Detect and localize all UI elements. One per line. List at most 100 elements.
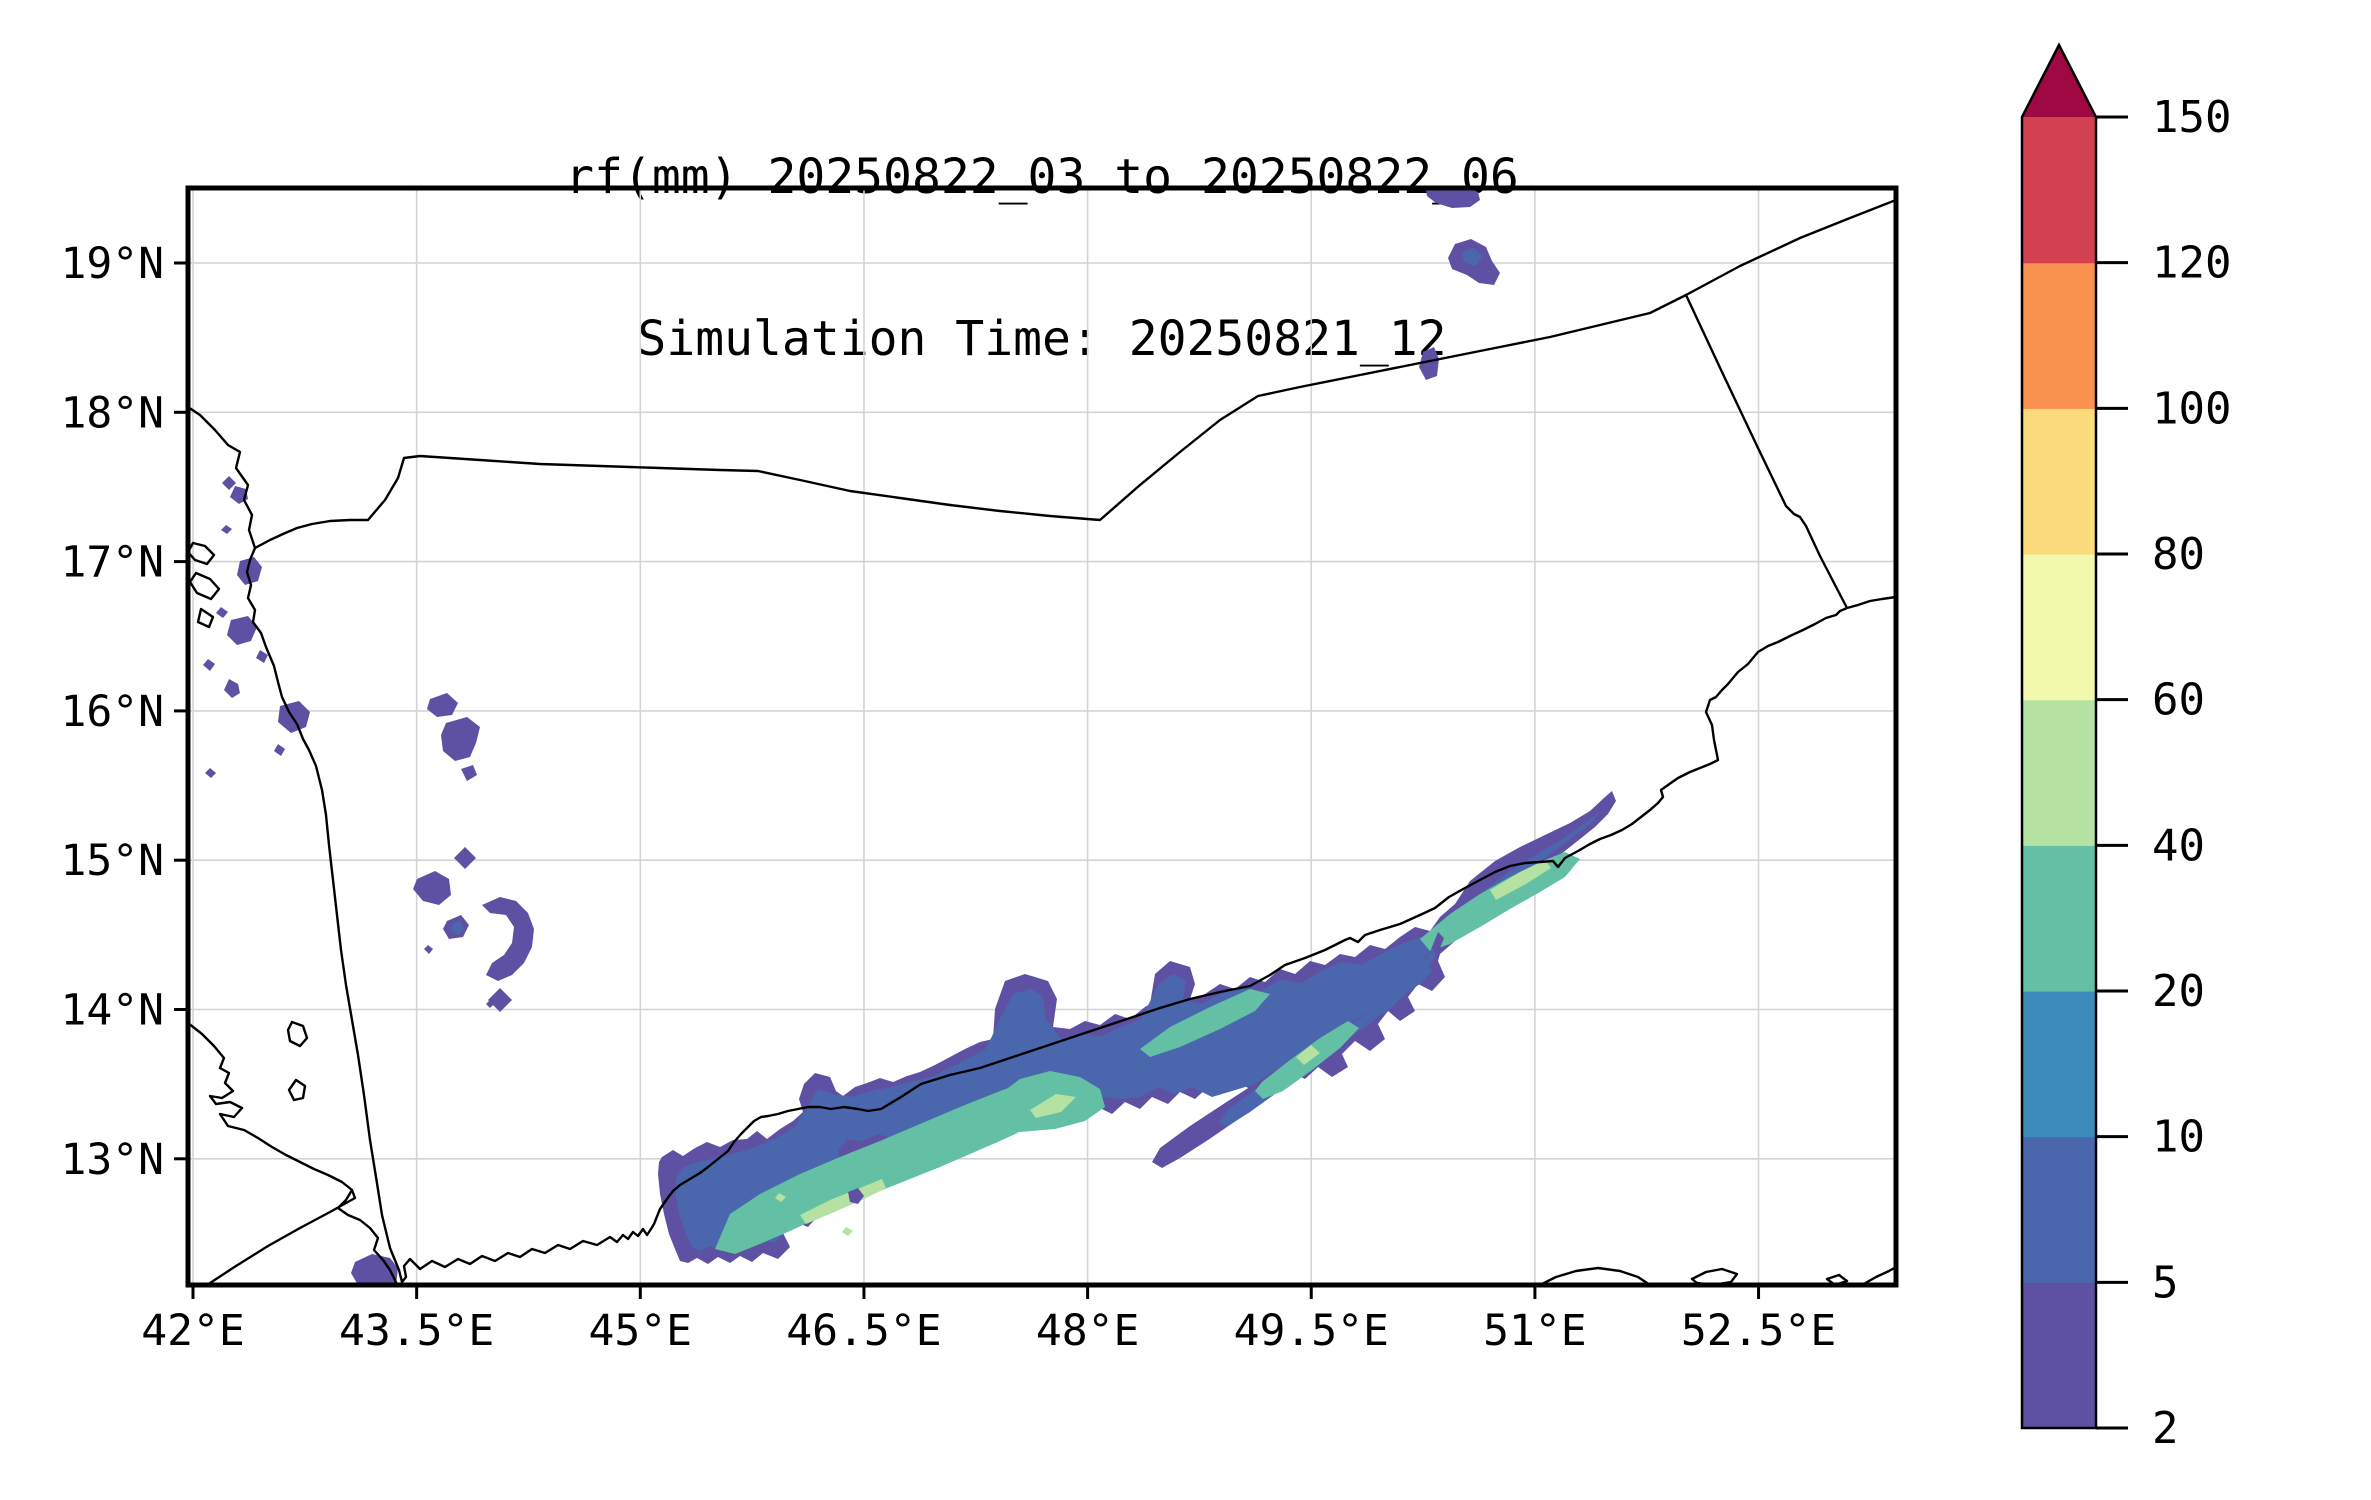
rain-patch-cluster-c-diamond-5 [488,988,512,1012]
rain-patch-band-green-sw [800,1179,886,1224]
farasan-island-2 [188,571,221,601]
rain-patch-redsea-cell-12 [205,768,216,778]
rain-patch-north-blob-top-edge [1426,188,1480,208]
chart-subtitle: Simulation Time: 20250821_12 [637,311,1447,367]
rain-patch-african-coast-cell [351,1254,398,1285]
y-tick-label: 13°N [60,1135,164,1185]
rain-patch-tiny-speck [486,1001,494,1008]
colorbar-segment [2022,1136,2096,1283]
african-border [205,1188,357,1285]
rain-patch-midwest-cell-1 [427,693,458,717]
colorbar-over-arrow [2022,45,2096,117]
rain-patch-band-teal-sw [715,1077,1075,1254]
rain-patch-band-teal-ne [1420,852,1580,951]
african-coastline [188,1021,399,1285]
colorbar-tick-label: 100 [2152,383,2231,434]
corner-coast [1860,1265,1896,1285]
grid-lines [188,188,1896,1285]
chart-title: rf(mm) 20250822_03 to 20250822_06 [565,149,1519,205]
rain-patch-main-band-5mm [676,812,1600,1251]
colorbar-tick-label: 120 [2152,238,2231,289]
rain-patch-midwest-cell-3 [461,765,477,781]
rainfall-patches [203,188,1616,1285]
hanish-island-2 [287,1078,307,1102]
colorbar-segment [2022,408,2096,555]
rain-patch-redsea-cell-5 [216,607,228,618]
rain-patch-offshore-arm-green [1296,1045,1320,1065]
saudi-oman-border [1684,198,1896,297]
colorbar-segment [2022,845,2096,992]
colorbar-segment [2022,262,2096,409]
rain-patch-band-green-speck-1 [775,1193,786,1202]
rain-patch-north-blob-c [1419,347,1439,380]
colorbar-tick-labels: 2 5 10 20 40 60 80 100 120 150 [2152,92,2231,1454]
colorbar: 2 5 10 20 40 60 80 100 120 150 [2020,42,2231,1454]
rain-patch-cluster-c-crescent [482,897,534,981]
rain-patch-redsea-cell-3 [221,525,232,534]
x-tick-label: 42°E [141,1306,245,1356]
y-tick-label: 15°N [60,836,164,886]
colorbar-segment [2022,117,2096,264]
rain-patch-band-green-ne [1490,860,1551,900]
colorbar-segment [2022,1282,2096,1429]
colorbar-outline [2020,42,2098,1430]
x-tick-label: 45°E [589,1306,693,1356]
axis-ticks [174,261,1761,1299]
x-tick-label: 46.5°E [786,1306,941,1356]
rain-patch-band-purple-eye [848,1188,864,1204]
x-tick-label: 51°E [1483,1306,1587,1356]
rain-patch-cluster-c-blob-2 [413,871,451,905]
y-tick-label: 18°N [60,388,164,438]
x-tick-label: 49.5°E [1234,1306,1389,1356]
x-tick-label: 43.5°E [339,1306,494,1356]
rain-patch-cluster-c-diamond-1 [454,847,476,869]
rain-patch-redsea-cell-4 [237,557,262,585]
rain-patch-north-blob-b-core [1462,248,1482,266]
saudi-yemen-border [253,293,1688,550]
rain-patch-cluster-c-speck-6 [424,945,433,954]
y-tick-label: 14°N [60,986,164,1036]
colorbar-tick-label: 40 [2152,820,2205,871]
rain-patch-redsea-cell-1 [222,476,236,490]
arabia-west-south-coastline [188,405,1896,1284]
rain-patch-band-teal-center [1140,989,1270,1057]
rain-patch-band-green-mid [1030,1094,1076,1118]
rain-patch-redsea-cell-9 [256,650,268,663]
colorbar-tick-label: 5 [2152,1257,2179,1308]
oman-yemen-border [1684,293,1849,610]
colorbar-segment [2022,991,2096,1138]
rain-patch-cluster-c-blob-3-core [451,921,464,935]
y-tick-label: 17°N [60,538,164,588]
colorbar-ticks [2096,115,2128,1430]
hanish-island-1 [286,1020,309,1048]
x-tick-label: 48°E [1036,1306,1140,1356]
chart-title-block: rf(mm) 20250822_03 to 20250822_06 Simula… [188,42,1896,474]
y-tick-label: 19°N [60,239,164,289]
axis-tick-labels: 42°E 43.5°E 45°E 46.5°E 48°E 49.5°E 51°E 52.5°E… [60,239,1836,1356]
colorbar-tick-label: 10 [2152,1112,2205,1163]
rain-patch-redsea-cell-10 [278,701,310,733]
rain-patch-redsea-cell-11 [274,744,285,756]
rain-patch-midwest-cell-2 [441,717,480,761]
colorbar-tick-label: 60 [2152,675,2205,726]
farasan-island-3 [196,607,215,629]
rain-patch-offshore-arm-outer [1152,932,1444,1168]
rain-patch-band-green-speck-2 [842,1227,853,1236]
y-tick-label: 16°N [60,687,164,737]
farasan-island-1 [188,541,216,566]
plot-spines [185,185,1899,1288]
x-tick-label: 52.5°E [1681,1306,1836,1356]
map-lines [188,198,1896,1285]
colorbar-segment [2022,554,2096,701]
rain-patch-redsea-cell-7 [203,659,215,671]
rain-patch-redsea-cell-6 [227,616,257,645]
colorbar-tick-label: 150 [2152,92,2231,143]
horn-of-africa-tip [1538,1266,1652,1285]
colorbar-tick-label: 20 [2152,966,2205,1017]
colorbar-tick-label: 2 [2152,1403,2179,1454]
rain-patch-redsea-cell-8 [224,679,240,698]
colorbar-tick-label: 80 [2152,529,2205,580]
colorbar-segment [2022,699,2096,846]
